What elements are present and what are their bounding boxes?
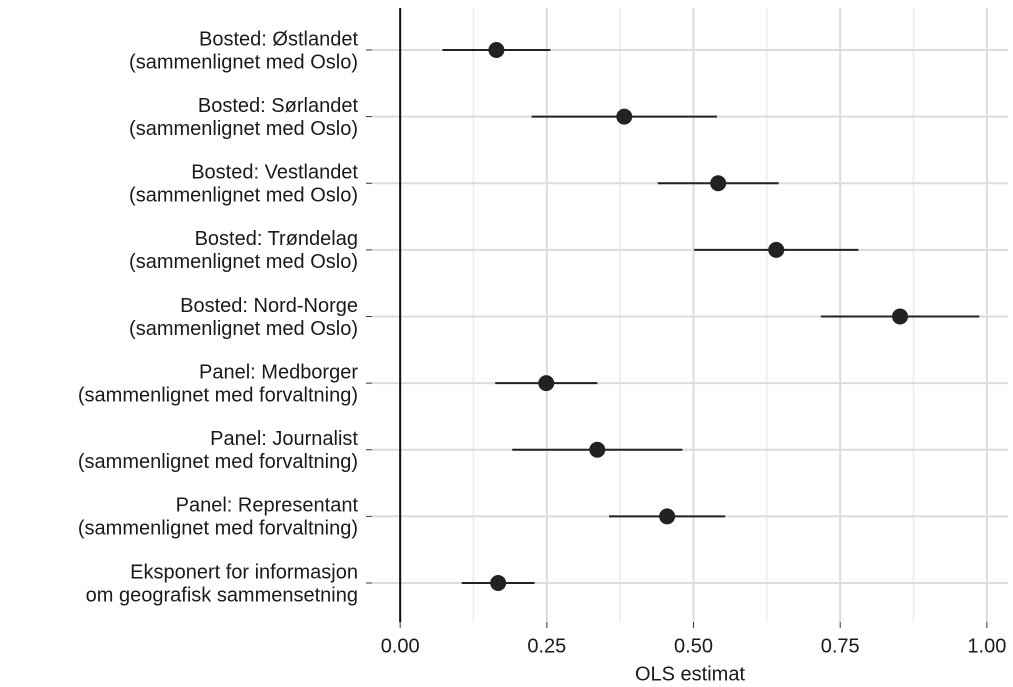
x-axis-label: OLS estimat [635, 663, 745, 685]
y-tick-label: Bosted: Sørlandet [198, 95, 359, 117]
y-tick-label: (sammenlignet med forvaltning) [78, 518, 358, 540]
y-tick-label: om geografisk sammensetning [86, 584, 358, 606]
y-tick-label: (sammenlignet med forvaltning) [78, 451, 358, 473]
point [589, 441, 606, 458]
y-tick-label: Panel: Medborger [199, 361, 358, 383]
y-tick-label: Bosted: Vestlandet [191, 162, 358, 184]
y-tick-label: Bosted: Nord-Norge [180, 295, 358, 317]
point [768, 241, 785, 258]
y-tick-label: (sammenlignet med Oslo) [129, 318, 358, 340]
point [659, 508, 676, 525]
x-tick-label: 0.00 [381, 635, 420, 657]
y-tick-label: (sammenlignet med Oslo) [129, 118, 358, 140]
point [710, 175, 727, 192]
point [538, 375, 555, 392]
y-tick-label: (sammenlignet med Oslo) [129, 185, 358, 207]
point [892, 308, 909, 325]
x-tick-label: 0.25 [527, 635, 566, 657]
x-tick-label: 0.50 [674, 635, 713, 657]
y-tick-label: Bosted: Østlandet [199, 28, 358, 50]
y-tick-label: Panel: Journalist [210, 428, 358, 450]
x-tick-label: 1.00 [967, 635, 1006, 657]
point [488, 42, 505, 58]
y-tick-label: Bosted: Trøndelag [195, 228, 358, 250]
point [490, 575, 507, 591]
y-tick-label: (sammenlignet med Oslo) [129, 251, 358, 273]
y-tick-label: Panel: Representant [176, 495, 359, 517]
y-tick-label: Eksponert for informasjon [130, 561, 358, 583]
y-tick-label: (sammenlignet med forvaltning) [78, 384, 358, 406]
x-tick-label: 0.75 [821, 635, 860, 657]
y-tick-label: (sammenlignet med Oslo) [129, 51, 358, 73]
point [616, 108, 633, 125]
